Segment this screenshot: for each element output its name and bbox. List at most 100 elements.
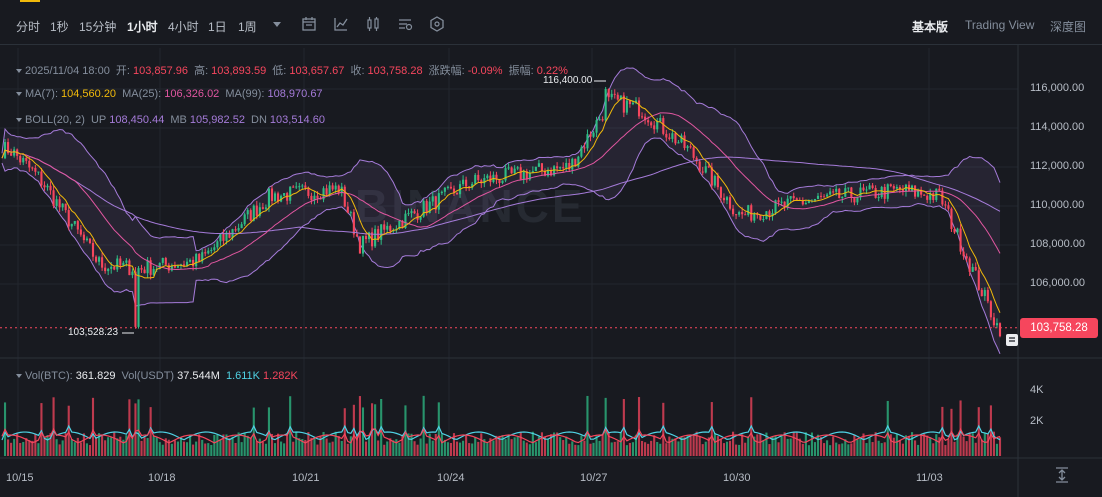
volume-bar [598,440,601,456]
candle-body [419,216,422,220]
volume-bar [601,434,604,456]
volume-bar [807,445,810,456]
collapse-caret-icon[interactable] [16,118,22,123]
candle-body [34,167,37,172]
volume-bar [110,437,113,456]
collapse-caret-icon[interactable] [16,374,22,379]
candle-body [380,224,383,240]
volume-bar [434,433,437,456]
candle-body [589,134,592,137]
candle-body [619,95,622,100]
hexagon-icon[interactable] [428,15,446,33]
time-tick: 10/30 [723,472,751,484]
volume-bar [516,436,519,456]
candle-body [110,266,113,269]
volume-bar [731,431,735,456]
volume-bar [953,441,956,456]
volume-bar [216,434,219,456]
volume-bar [777,442,780,456]
candle-body [283,193,286,196]
candle-body [228,232,231,238]
candle-body [968,258,971,272]
settings-icon[interactable] [396,15,414,33]
volume-bar [886,400,889,456]
vol-ma2-value: 1.282K [263,370,298,382]
candle-body [52,190,55,206]
volume-bar [128,399,131,456]
candle-body [425,200,428,214]
volume-bar [455,441,459,456]
candle-body [656,121,659,130]
candle-body [7,142,10,154]
volume-bar [389,438,392,456]
candle-body [31,167,34,169]
boll-up-value: 108,450.44 [109,114,165,126]
candle-body [358,236,362,254]
volume-bar [261,441,264,456]
volume-bar [883,442,886,456]
interval-1h[interactable]: 1小时 [127,20,158,34]
volume-bar [443,439,446,456]
candle-body [364,236,368,240]
candle-body [674,133,677,144]
interval-timeline[interactable]: 分时 [16,20,41,34]
view-basic[interactable]: 基本版 [912,20,949,34]
volume-bar [301,439,304,456]
volume-bar [19,443,22,456]
dropdown-caret-icon[interactable] [268,15,286,33]
candle-body [568,162,571,170]
boll-legend: BOLL(20, 2) UP 108,450.44 MB 105,982.52 DN… [16,114,328,126]
volume-bar [725,441,729,456]
volume-bar [198,434,201,456]
interval-1s[interactable]: 1秒 [50,20,69,34]
candle-body [422,200,425,217]
volume-bar [680,436,683,456]
volume-bar [804,432,807,456]
interval-4h[interactable]: 4小时 [168,20,199,34]
volume-bar [322,431,325,456]
volume-bar [98,433,101,456]
volume-bar [701,444,704,456]
volume-bar [853,434,856,456]
volume-bar [131,438,134,456]
candle-body [807,200,810,203]
volume-bar [865,443,868,456]
candle-body [246,210,249,215]
calendar-icon[interactable] [300,15,318,33]
volume-bar [534,442,537,456]
volume-bar [917,444,920,456]
countdown-icon[interactable] [1005,333,1019,347]
scale-reset-icon[interactable] [1054,466,1070,484]
volume-bar [589,443,592,456]
volume-bar [273,443,277,456]
view-tradingview[interactable]: Trading View [965,18,1035,32]
volume-bar [656,441,659,456]
volume-bar [40,403,43,456]
candle-body [295,186,298,188]
low-value: 103,657.67 [289,65,345,77]
volume-bar [744,442,747,456]
view-depth[interactable]: 深度图 [1050,20,1087,34]
volume-bar [310,437,313,456]
candle-body [292,186,295,188]
volume-bar [143,437,146,456]
change-value: -0.09% [467,65,503,77]
candle-body [413,211,416,214]
volume-tick: 4K [1030,384,1044,396]
indicator-icon[interactable] [332,15,350,33]
interval-1w[interactable]: 1周 [238,20,257,34]
candle-body [501,180,504,183]
collapse-caret-icon[interactable] [16,92,22,97]
volume-bar [343,408,346,456]
volume-bar [458,442,462,456]
interval-1d[interactable]: 1日 [208,20,227,34]
volume-bar [619,432,622,456]
volume-bar [422,395,425,456]
volume-bar [49,433,52,456]
candle-body [774,200,777,214]
collapse-caret-icon[interactable] [16,69,22,74]
candle-type-icon[interactable] [364,15,382,33]
interval-15m[interactable]: 15分钟 [79,20,117,34]
volume-bar [634,434,638,456]
